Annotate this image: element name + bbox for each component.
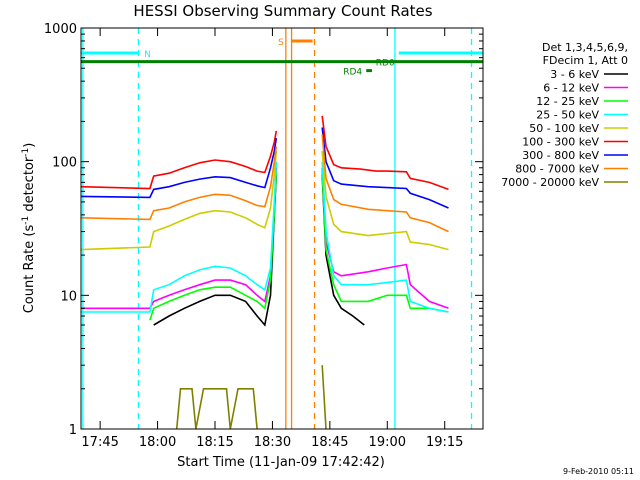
- y-axis-label-main: Count Rate (s: [22, 225, 37, 314]
- y-axis: 1 10 100 1000: [44, 22, 483, 438]
- plot-area: N S RD0 RD4: [80, 28, 483, 430]
- y-tick-label-2: 100: [52, 156, 77, 171]
- y-tick-label-1: 10: [60, 289, 77, 304]
- x-tick-label-4: 18:45: [311, 435, 348, 450]
- x-tick-label-0: 17:45: [81, 435, 118, 450]
- y-tick-label-3: 1000: [44, 22, 77, 37]
- series-line-3-part-2: [321, 161, 449, 313]
- series-line-5-part-1: [80, 130, 278, 190]
- y-tick-label-0: 1: [69, 423, 77, 438]
- flag-label-S: S: [278, 38, 284, 48]
- series-line-1-part-1: [81, 167, 278, 310]
- series-line-2-part-2: [321, 171, 449, 313]
- legend-label-3: 25 - 50 keV: [536, 109, 599, 122]
- legend-header-line1: Det 1,3,4,5,6,9,: [542, 41, 628, 54]
- x-tick-label-2: 18:15: [196, 435, 233, 450]
- series-line-8-part-1: [175, 388, 258, 430]
- legend-label-6: 300 - 800 keV: [522, 149, 599, 162]
- x-tick-label-1: 18:00: [139, 435, 176, 450]
- x-axis-label: Start Time (11-Jan-09 17:42:42): [177, 455, 385, 470]
- series-line-6-part-1: [80, 137, 278, 199]
- x-axis: 17:45 18:00 18:15 18:30 18:45 19:00 19:15: [81, 28, 463, 450]
- series-line-6-part-2: [321, 127, 449, 209]
- y-axis-label-sup2: -1: [21, 148, 31, 157]
- series-line-7-part-1: [80, 146, 278, 221]
- y-axis-label-end: ): [22, 143, 37, 148]
- y-axis-label-sup1: -1: [21, 216, 31, 225]
- flag-label-RD0: RD0: [376, 59, 395, 69]
- series-line-4-part-2: [321, 151, 449, 251]
- series-line-1-part-2: [321, 167, 449, 310]
- legend-label-4: 50 - 100 keV: [529, 122, 599, 135]
- legend-label-8: 7000 - 20000 keV: [501, 176, 599, 189]
- series-line-8-part-2: [321, 365, 327, 430]
- series-line-2-part-1: [149, 171, 278, 321]
- flag-label-RD4: RD4: [343, 68, 362, 78]
- plot-frame: [80, 27, 484, 430]
- footer-timestamp: 9-Feb-2010 05:11: [563, 467, 634, 476]
- x-tick-label-6: 19:15: [426, 435, 463, 450]
- series-line-3-part-1: [81, 161, 278, 313]
- x-tick-label-3: 18:30: [254, 435, 291, 450]
- legend-label-7: 800 - 7000 keV: [515, 163, 599, 176]
- series-line-0-part-1: [153, 174, 278, 327]
- legend: Det 1,3,4,5,6,9, FDecim 1, Att 0 3 - 6 k…: [501, 41, 628, 189]
- series-line-7-part-2: [321, 134, 449, 233]
- y-axis-label-mid: detector: [22, 156, 37, 216]
- legend-label-2: 12 - 25 keV: [536, 95, 599, 108]
- legend-label-0: 3 - 6 keV: [550, 68, 599, 81]
- chart-title: HESSI Observing Summary Count Rates: [133, 2, 432, 20]
- legend-header-line2: FDecim 1, Att 0: [543, 54, 628, 67]
- legend-label-1: 6 - 12 keV: [543, 82, 599, 95]
- y-axis-label: Count Rate (s-1 detector-1): [21, 143, 37, 314]
- series-line-5-part-2: [321, 115, 449, 191]
- flag-label-N: N: [144, 50, 151, 60]
- series-line-4-part-1: [80, 151, 278, 251]
- legend-label-5: 100 - 300 keV: [522, 136, 599, 149]
- x-tick-label-5: 19:00: [369, 435, 406, 450]
